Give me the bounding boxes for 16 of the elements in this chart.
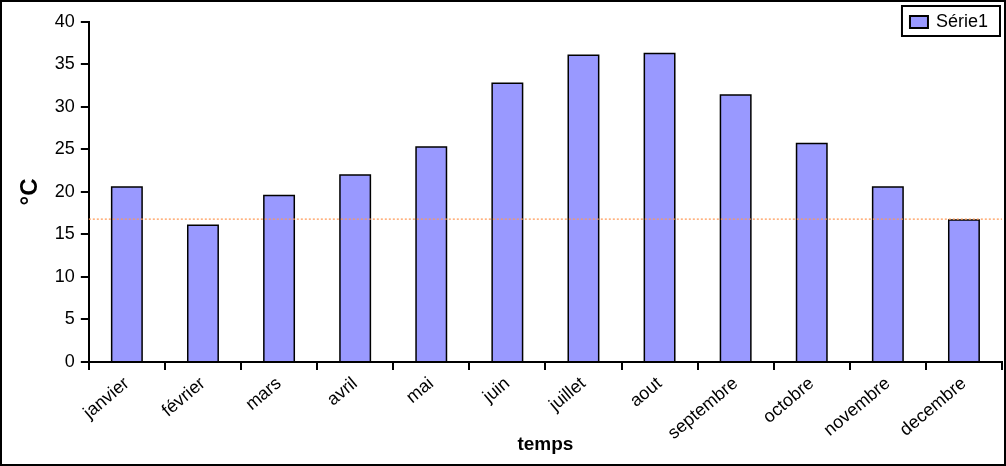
x-tick-label: juin [478, 372, 514, 407]
y-tick-label: 40 [54, 10, 75, 31]
legend-label: Série1 [935, 10, 988, 31]
y-tick-label: 5 [64, 308, 75, 329]
y-tick-label: 15 [54, 223, 75, 244]
x-tick-label: avril [322, 372, 361, 410]
y-tick-label: 0 [64, 350, 75, 371]
y-tick-label: 30 [54, 95, 75, 116]
y-tick-label: 10 [54, 265, 75, 286]
y-tick-label: 20 [54, 180, 75, 201]
x-axis-title: temps [517, 432, 574, 454]
y-axis-title: °C [15, 178, 43, 206]
y-tick-label: 25 [54, 138, 75, 159]
y-tick-label: 35 [54, 53, 75, 74]
x-tick-label: mai [401, 372, 438, 407]
x-tick-label: aout [625, 372, 666, 411]
